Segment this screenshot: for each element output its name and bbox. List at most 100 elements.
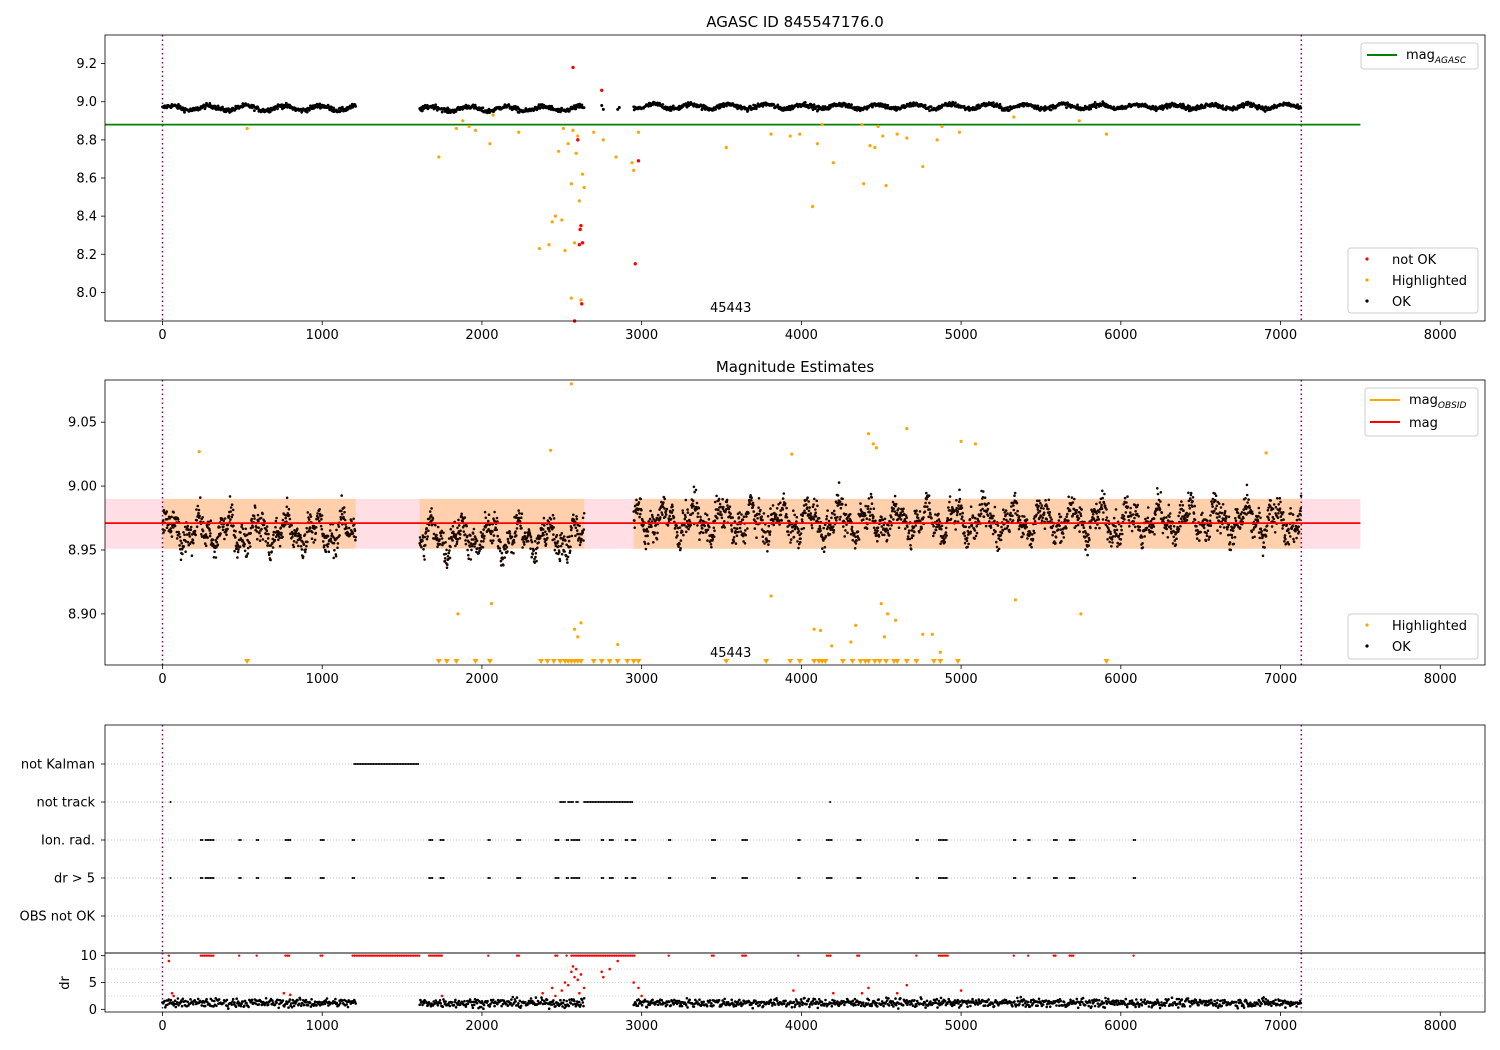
ok-point xyxy=(253,506,257,509)
clipped-marker xyxy=(472,659,479,664)
ok-point xyxy=(968,518,972,521)
ok-point xyxy=(957,504,960,507)
ok-point xyxy=(1076,103,1079,107)
ok-point xyxy=(757,497,761,500)
ok-point xyxy=(992,101,995,105)
ok-point xyxy=(1038,499,1041,503)
ok-point xyxy=(760,515,764,518)
highlighted-point xyxy=(572,627,577,631)
ok-point xyxy=(1153,533,1156,536)
ok-point xyxy=(236,556,239,559)
ok-point xyxy=(230,503,234,507)
ok-point xyxy=(679,539,683,542)
ok-point xyxy=(499,559,503,563)
ok-point xyxy=(1128,525,1131,528)
ok-point xyxy=(886,103,890,107)
ok-point xyxy=(1045,517,1048,521)
ok-point xyxy=(1075,511,1078,514)
x-tick-label: 8000 xyxy=(1424,328,1457,343)
ok-point xyxy=(1188,512,1191,516)
ok-point xyxy=(566,555,570,559)
ok-point xyxy=(729,512,732,515)
ok-point xyxy=(418,536,422,539)
ok-point xyxy=(248,541,251,545)
highlighted-point xyxy=(871,442,875,446)
ok-point xyxy=(443,557,447,560)
ok-point xyxy=(1016,509,1019,513)
ok-point xyxy=(1144,517,1147,521)
ok-point xyxy=(806,506,809,509)
ok-point xyxy=(1229,548,1233,552)
ok-point xyxy=(1158,507,1162,511)
ok-point xyxy=(751,501,755,505)
ok-point xyxy=(601,107,605,111)
ok-point xyxy=(529,547,532,550)
ok-point xyxy=(530,555,533,559)
ok-point xyxy=(206,536,209,539)
ok-point xyxy=(1073,497,1076,501)
ok-point xyxy=(330,105,333,109)
ok-point xyxy=(1122,514,1126,518)
ok-point xyxy=(966,545,969,549)
ok-point xyxy=(443,559,447,563)
ok-point xyxy=(872,515,875,518)
ok-point xyxy=(201,516,204,519)
ok-point xyxy=(544,530,547,534)
x-tick-label: 7000 xyxy=(1264,328,1297,343)
ok-point xyxy=(1050,518,1053,521)
highlighted-point xyxy=(938,650,942,654)
ok-point xyxy=(292,540,296,543)
ok-point xyxy=(501,557,504,561)
ok-point xyxy=(1165,527,1168,531)
ok-point xyxy=(552,533,555,536)
ok-point xyxy=(853,547,857,550)
highlighted-point xyxy=(849,640,853,644)
ok-point xyxy=(302,543,306,546)
ok-point xyxy=(312,541,316,544)
ok-point xyxy=(575,529,579,532)
ok-point xyxy=(796,527,800,531)
ok-point xyxy=(675,524,678,527)
ok-point xyxy=(727,507,731,511)
ok-point xyxy=(1210,502,1214,506)
ok-point xyxy=(998,102,1002,106)
ok-point xyxy=(706,539,709,542)
ok-point xyxy=(279,526,283,529)
ok-point xyxy=(1123,518,1126,521)
ok-point xyxy=(307,518,311,521)
ok-point xyxy=(1124,511,1128,514)
ok-point xyxy=(831,525,835,528)
ok-point xyxy=(958,512,962,516)
ok-point xyxy=(1110,538,1114,541)
ok-point xyxy=(255,537,259,541)
ok-point xyxy=(960,506,964,510)
ok-point xyxy=(1126,495,1129,498)
ok-point xyxy=(835,519,838,522)
ok-point xyxy=(656,513,660,517)
ok-point xyxy=(916,513,919,516)
ok-point xyxy=(1287,531,1291,535)
ok-point xyxy=(1198,539,1201,542)
ok-point xyxy=(197,508,201,512)
ok-point xyxy=(643,542,647,546)
ok-point xyxy=(1174,543,1178,546)
ok-point xyxy=(995,545,999,549)
ok-point xyxy=(299,536,303,539)
ok-point xyxy=(844,512,848,516)
ok-point xyxy=(1098,526,1101,530)
ok-point xyxy=(1161,531,1165,535)
highlighted-point xyxy=(557,149,561,153)
ok-point xyxy=(640,508,643,512)
ok-point xyxy=(973,529,977,532)
ok-point xyxy=(322,544,326,547)
ok-point xyxy=(751,506,754,509)
ok-point xyxy=(762,512,766,515)
ok-point xyxy=(1156,492,1160,496)
panel2-title: Magnitude Estimates xyxy=(716,358,874,376)
ok-point xyxy=(456,526,459,530)
ok-point xyxy=(713,500,717,504)
ok-point xyxy=(742,515,746,518)
ok-point xyxy=(969,530,972,534)
ok-point xyxy=(457,518,460,522)
